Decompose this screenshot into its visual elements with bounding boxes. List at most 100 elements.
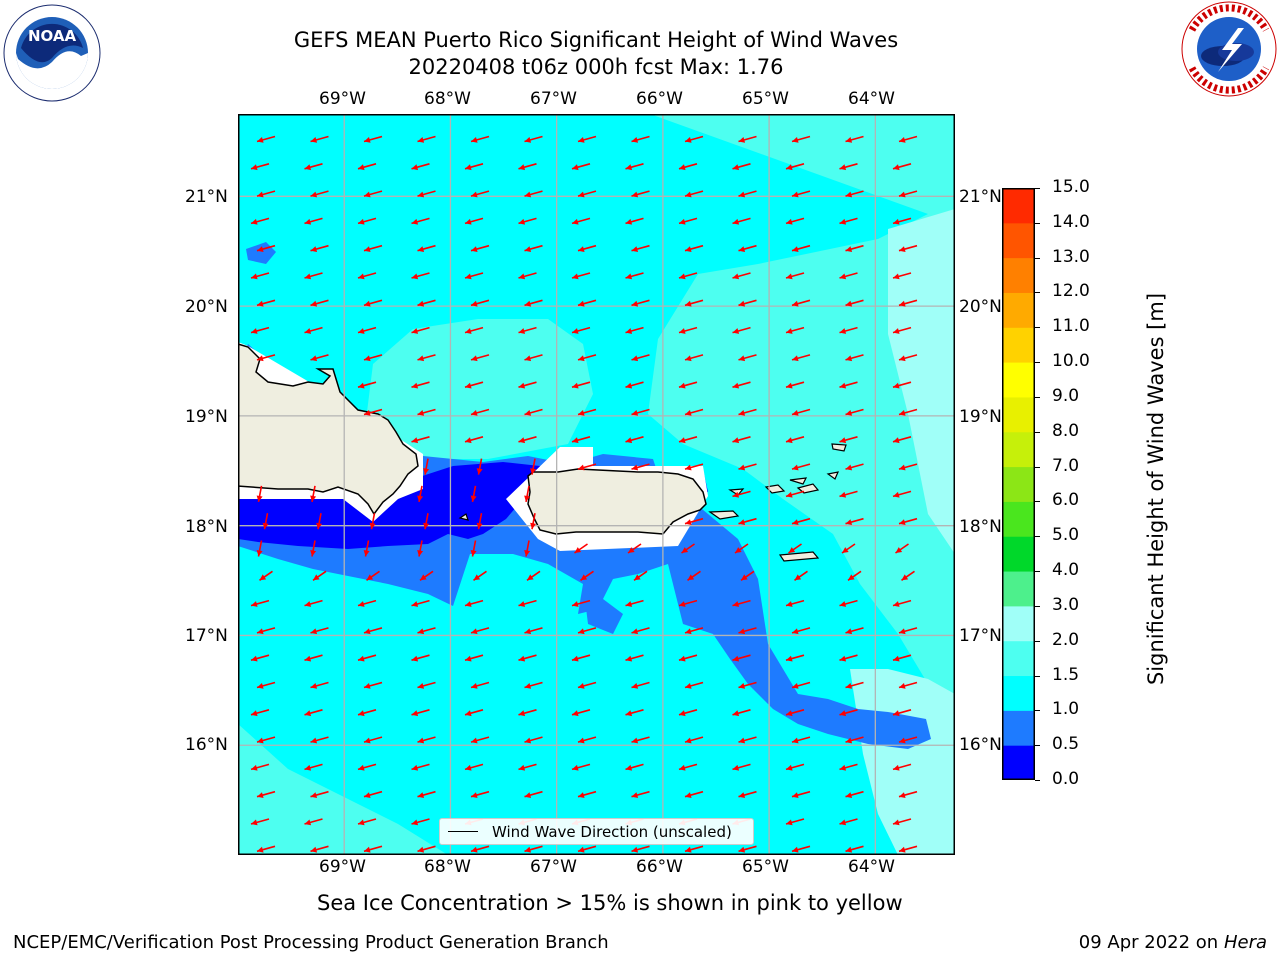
wave-direction-arrowhead (465, 764, 472, 771)
colorbar-tick-mark (1035, 640, 1040, 642)
wave-direction-arrowhead (685, 137, 692, 143)
wave-direction-arrowhead (471, 246, 478, 252)
colorbar-tick-mark (1035, 501, 1040, 503)
wave-direction-arrowhead (893, 601, 900, 607)
wave-direction-arrowhead (899, 464, 906, 471)
wave-direction-arrowhead (792, 628, 799, 635)
wave-direction-arrowhead (681, 547, 689, 553)
colorbar-swatch (1002, 745, 1035, 781)
wave-direction-arrowhead (685, 246, 692, 252)
wave-direction-arrowhead (572, 273, 579, 280)
colorbar-frame (1002, 188, 1035, 780)
chart-title-line1: GEFS MEAN Puerto Rico Significant Height… (293, 28, 899, 52)
wave-direction-arrowhead (792, 410, 799, 416)
wave-direction-arrowhead (786, 710, 793, 717)
virgin-islands-land (458, 443, 847, 562)
wave-direction-arrowhead (899, 191, 906, 198)
wave-direction-arrowhead (524, 846, 532, 853)
colorbar-tick-mark (1035, 327, 1040, 329)
wave-direction-arrowhead (574, 547, 582, 553)
puerto-rico-land (527, 468, 707, 535)
wave-direction-arrowhead (251, 819, 258, 826)
wave-direction-arrowhead (304, 164, 312, 171)
wave-direction-arrowhead (732, 491, 740, 498)
wave-direction-arrowhead (786, 218, 793, 225)
wave-direction-arrowhead (893, 218, 900, 225)
wave-direction-arrowhead (465, 328, 472, 334)
right-lat-tick-3: 19°N (959, 407, 1002, 427)
wave-direction-arrowhead (899, 737, 906, 744)
wave-direction-arrowhead (465, 382, 472, 389)
wave-direction-arrowhead (304, 819, 312, 826)
wave-direction-arrowhead (578, 683, 585, 689)
wave-direction-arrowhead (524, 355, 532, 362)
wave-direction-arrowhead (839, 437, 847, 444)
wave-direction-arrowhead (738, 300, 746, 307)
wave-direction-arrowhead (685, 464, 692, 471)
wave-direction-arrowhead (839, 710, 847, 717)
sea-ice-caption: Sea Ice Concentration > 15% is shown in … (317, 891, 903, 915)
wave-direction-arrowhead (735, 547, 742, 553)
colorbar-swatch (1002, 466, 1035, 502)
wave-direction-arrowhead (578, 792, 585, 798)
wave-direction-arrowhead (310, 355, 318, 362)
colorbar-swatch (1002, 222, 1035, 259)
wave-direction-arrowhead (471, 792, 478, 798)
right-lat-tick-6: 16°N (959, 735, 1002, 755)
wave-direction-arrowhead (476, 522, 483, 530)
wave-direction-arrowhead (420, 574, 427, 581)
colorbar-swatch (1002, 536, 1035, 572)
wave-direction-arrowhead (685, 300, 692, 307)
wave-direction-arrowhead (738, 792, 746, 798)
colorbar-tick-label: 11.0 (1052, 316, 1090, 337)
wave-direction-arrowhead (465, 601, 472, 607)
wave-direction-arrowhead (631, 410, 639, 416)
wave-direction-arrowhead (578, 737, 585, 744)
wave-direction-arrowhead (524, 550, 531, 557)
wave-direction-arrowhead (634, 574, 641, 581)
wave-direction-arrowhead (732, 655, 740, 662)
colorbar-tick-label: 2.0 (1052, 629, 1080, 650)
colorbar-swatch (1002, 501, 1035, 537)
left-lat-tick-5: 17°N (185, 626, 228, 646)
wave-direction-arrowhead (310, 550, 317, 557)
top-lon-tick-3: 67°W (530, 89, 577, 109)
wave-direction-arrowhead (625, 601, 633, 607)
wave-direction-arrowhead (899, 300, 906, 307)
colorbar-tick-mark (1035, 431, 1040, 433)
wave-direction-arrowhead (679, 764, 686, 771)
wave-direction-arrowhead (304, 328, 312, 334)
colorbar-tick-mark (1035, 710, 1040, 712)
wave-direction-arrowhead (257, 792, 264, 798)
wave-direction-arrowhead (893, 382, 900, 389)
wave-direction-arrowhead (364, 137, 371, 143)
colorbar-tick-label: 15.0 (1052, 177, 1090, 197)
wave-direction-arrowhead (899, 628, 906, 635)
wave-direction-arrowhead (310, 300, 318, 307)
wave-direction-arrowhead (839, 819, 847, 826)
colorbar-tick-label: 12.0 (1052, 281, 1090, 302)
wave-direction-arrowhead (417, 355, 425, 362)
colorbar-tick-mark (1035, 188, 1040, 189)
wave-direction-arrowhead (465, 218, 472, 225)
wave-direction-arrowhead (899, 137, 906, 143)
wave-direction-arrowhead (792, 191, 799, 198)
wave-direction-arrowhead (786, 655, 793, 662)
wave-direction-arrowhead (625, 164, 633, 171)
top-lon-tick-1: 69°W (319, 89, 366, 109)
wave-direction-arrowhead (738, 355, 746, 362)
footer-date: 09 Apr 2022 on Hera (1079, 932, 1267, 953)
bottom-lon-tick-6: 64°W (848, 857, 895, 877)
wave-direction-arrowhead (741, 574, 748, 581)
footer-date-text: 09 Apr 2022 on (1078, 932, 1224, 953)
colorbar-tick-mark (1035, 675, 1040, 677)
wave-direction-arrowhead (411, 601, 419, 607)
wave-direction-arrowhead (417, 495, 424, 502)
wave-direction-arrowhead (685, 628, 692, 635)
wave-direction-arrowhead (625, 218, 633, 225)
wave-direction-arrowhead (732, 328, 740, 334)
colorbar-tick-label: 14.0 (1052, 211, 1090, 232)
legend-label: Wind Wave Direction (unscaled) (492, 822, 732, 841)
wave-direction-arrowhead (845, 464, 853, 471)
wave-direction-arrowhead (839, 328, 847, 334)
